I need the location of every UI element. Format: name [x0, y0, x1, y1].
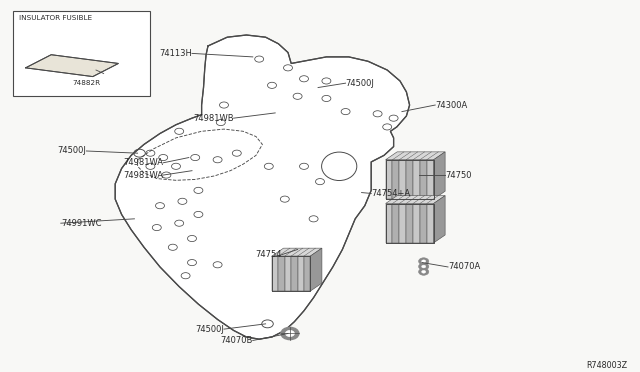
- Circle shape: [419, 263, 429, 270]
- Text: R748003Z: R748003Z: [586, 361, 627, 370]
- Text: 74882R: 74882R: [72, 80, 100, 86]
- Polygon shape: [115, 35, 410, 339]
- Polygon shape: [434, 196, 445, 243]
- Bar: [304, 256, 310, 291]
- Circle shape: [422, 265, 426, 268]
- Text: INSULATOR FUSIBLE: INSULATOR FUSIBLE: [19, 15, 92, 21]
- Text: 74070A: 74070A: [448, 263, 480, 272]
- Bar: [13, 11, 150, 96]
- Text: 74754: 74754: [255, 250, 282, 259]
- Bar: [392, 160, 399, 199]
- Bar: [420, 160, 427, 199]
- Text: 74500J: 74500J: [346, 78, 374, 88]
- Bar: [278, 256, 285, 291]
- Bar: [392, 203, 399, 243]
- Text: 74070B: 74070B: [220, 336, 253, 345]
- Text: 74981WA: 74981WA: [123, 158, 163, 167]
- Polygon shape: [26, 55, 118, 77]
- Bar: [427, 160, 434, 199]
- Text: 74981WB: 74981WB: [193, 114, 234, 123]
- Text: 74300A: 74300A: [435, 100, 467, 109]
- Text: 74981WA: 74981WA: [123, 170, 163, 180]
- Text: 74750: 74750: [445, 170, 471, 180]
- Bar: [406, 160, 413, 199]
- Bar: [285, 256, 291, 291]
- Text: 74113H: 74113H: [159, 49, 192, 58]
- Text: 74500J: 74500J: [58, 147, 86, 155]
- Bar: [385, 160, 392, 199]
- Bar: [399, 203, 406, 243]
- Bar: [399, 160, 406, 199]
- Bar: [272, 256, 278, 291]
- Bar: [413, 203, 420, 243]
- Circle shape: [422, 270, 426, 273]
- Ellipse shape: [322, 152, 357, 180]
- Bar: [385, 203, 392, 243]
- Circle shape: [422, 260, 426, 263]
- Polygon shape: [272, 248, 322, 256]
- Bar: [298, 256, 304, 291]
- Text: 74754+A: 74754+A: [371, 189, 410, 198]
- Polygon shape: [310, 248, 322, 291]
- Bar: [406, 203, 413, 243]
- Bar: [420, 203, 427, 243]
- Text: 74991WC: 74991WC: [61, 219, 101, 228]
- Circle shape: [419, 258, 429, 265]
- Polygon shape: [385, 152, 445, 160]
- Bar: [413, 160, 420, 199]
- Text: 74500J: 74500J: [195, 325, 224, 334]
- Bar: [427, 203, 434, 243]
- Circle shape: [419, 268, 429, 275]
- Circle shape: [285, 330, 294, 337]
- Circle shape: [281, 327, 299, 340]
- Polygon shape: [385, 196, 445, 203]
- Polygon shape: [434, 152, 445, 199]
- Bar: [291, 256, 298, 291]
